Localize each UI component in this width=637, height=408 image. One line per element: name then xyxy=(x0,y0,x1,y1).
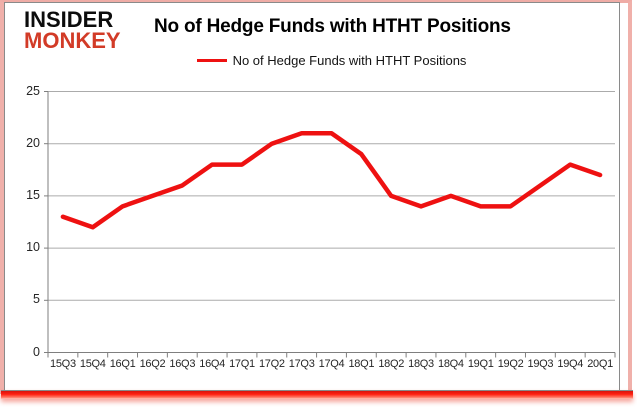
y-axis-tick-label: 25 xyxy=(26,83,40,98)
x-axis-tick-label: 16Q1 xyxy=(109,358,136,370)
logo-line-insider: INSIDER xyxy=(24,7,114,32)
logo-line-monkey: MONKEY xyxy=(24,28,121,53)
x-axis-tick-label: 19Q3 xyxy=(527,358,554,370)
y-axis-tick-label: 0 xyxy=(33,344,40,359)
legend-label: No of Hedge Funds with HTHT Positions xyxy=(232,53,467,68)
outer-pink-frame xyxy=(0,0,632,394)
x-axis-tick-label: 20Q1 xyxy=(587,358,613,370)
y-axis-tick-label: 20 xyxy=(26,135,40,150)
x-axis-tick-label: 17Q1 xyxy=(229,358,255,370)
series-line xyxy=(60,131,603,230)
chart-legend: No of Hedge Funds with HTHT Positions xyxy=(48,53,615,68)
y-axis-tick-label: 15 xyxy=(26,187,40,202)
chart-border-box xyxy=(4,2,620,393)
x-axis-tick-label: 16Q2 xyxy=(139,358,166,370)
legend-line-swatch xyxy=(196,59,227,62)
bottom-red-bar xyxy=(1,390,633,399)
x-axis-tick-label: 15Q3 xyxy=(50,358,76,370)
insider-monkey-logo: INSIDER MONKEY xyxy=(24,7,121,53)
x-axis-tick-label: 16Q3 xyxy=(169,358,196,370)
y-axis-tick-label: 5 xyxy=(33,292,40,307)
y-axis-tick-label: 10 xyxy=(26,240,40,255)
x-axis-tick-label: 18Q2 xyxy=(378,358,405,370)
x-axis-tick-label: 19Q4 xyxy=(557,358,584,370)
x-axis-tick-label: 17Q4 xyxy=(318,358,345,370)
x-axis-tick-label: 18Q4 xyxy=(438,358,464,370)
x-axis-tick-label: 17Q2 xyxy=(258,358,285,370)
x-axis-tick-label: 15Q4 xyxy=(79,358,106,370)
x-axis-tick-label: 19Q1 xyxy=(467,358,494,370)
x-axis-tick-label: 17Q3 xyxy=(288,358,315,370)
x-axis-tick-label: 16Q4 xyxy=(199,358,225,370)
x-axis-tick-label: 18Q1 xyxy=(348,358,375,370)
x-axis-tick-label: 18Q3 xyxy=(408,358,434,370)
x-axis-tick-label: 19Q2 xyxy=(497,358,524,370)
chart-title: No of Hedge Funds with HTHT Positions xyxy=(154,16,511,37)
